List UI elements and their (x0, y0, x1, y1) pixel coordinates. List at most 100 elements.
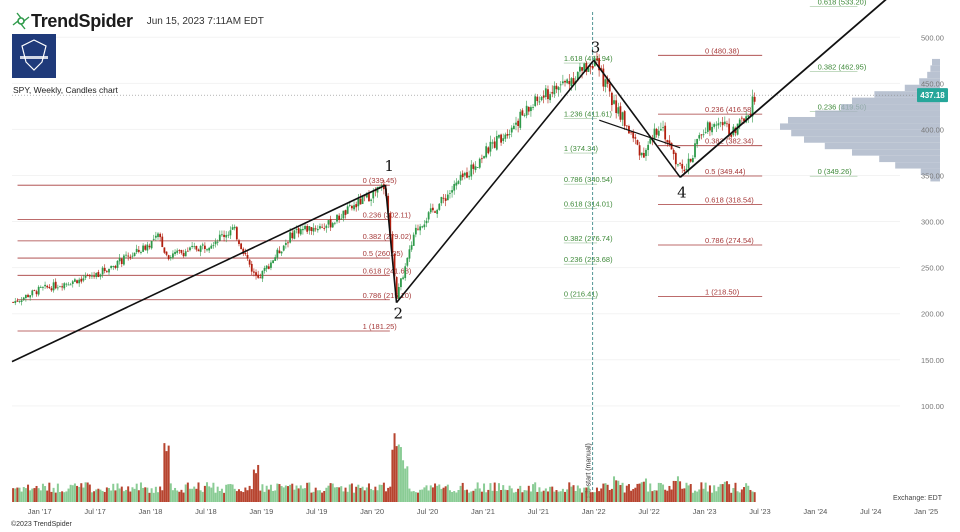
candle-body (674, 153, 677, 165)
candle-body (20, 300, 23, 302)
volume-bar (642, 481, 645, 502)
volume-bar (630, 490, 633, 502)
volume-bar (736, 491, 739, 502)
wave-4-5-line (679, 0, 887, 178)
candle-body (649, 138, 652, 144)
volume-profile-bar (904, 84, 940, 92)
volume-bar (691, 492, 694, 502)
candle-body (27, 294, 29, 298)
candle-body (29, 295, 32, 298)
volume-bar (674, 480, 677, 502)
volume-bar (647, 491, 650, 502)
volume-bar (644, 478, 647, 502)
candle-body (221, 234, 223, 236)
volume-bar (182, 492, 185, 502)
volume-bar (248, 485, 251, 502)
volume-bar (706, 491, 709, 502)
candle-body (227, 234, 230, 236)
volume-bar (593, 492, 596, 502)
candle-body (589, 66, 592, 68)
volume-bar (613, 476, 616, 502)
volume-bar (129, 491, 132, 502)
candle-body (56, 287, 59, 289)
volume-bar (174, 487, 177, 502)
volume-bar (419, 489, 422, 502)
volume-bar (685, 482, 688, 502)
candle-body (696, 138, 699, 145)
volume-bar (105, 487, 108, 502)
candle-body (719, 122, 722, 124)
candle-body (700, 134, 703, 136)
time-axis-label: Jan '21 (471, 507, 495, 516)
candle-body (370, 199, 373, 201)
wave-label: 2 (394, 305, 404, 323)
volume-bar (476, 482, 479, 502)
candle-body (400, 278, 402, 288)
volume-bar (223, 492, 226, 502)
fib-level-label: 0.236 (302.11) (363, 211, 412, 220)
candle-body (532, 107, 534, 108)
candle-body (174, 251, 176, 255)
volume-bar (474, 488, 477, 502)
volume-bar (557, 491, 560, 502)
volume-bar (186, 482, 189, 502)
time-axis-label: Jan '22 (582, 507, 606, 516)
volume-bar (178, 491, 181, 502)
candle-body (48, 286, 51, 288)
candle-body (397, 286, 400, 299)
volume-bar (50, 491, 53, 502)
candle-body (536, 96, 539, 102)
volume-bar (662, 484, 665, 502)
volume-bar (529, 491, 532, 502)
volume-profile-bar (815, 110, 940, 117)
volume-bar (244, 487, 247, 502)
candle-body (78, 279, 81, 284)
candle-body (67, 284, 70, 286)
candle-body (687, 158, 690, 169)
candle-body (747, 115, 750, 117)
volume-bar (395, 446, 398, 502)
candle-body (357, 198, 360, 207)
volume-bar (346, 491, 349, 502)
candle-body (404, 266, 407, 279)
volume-bar (90, 492, 93, 502)
time-axis-label: Jan '19 (249, 507, 273, 516)
candle-body (308, 226, 311, 231)
candle-body (33, 290, 36, 291)
candle-body (321, 226, 323, 228)
volume-bar (745, 483, 748, 502)
candle-body (201, 244, 204, 246)
candle-body (255, 272, 257, 276)
volume-bar (657, 482, 660, 502)
volume-bar (308, 482, 311, 502)
candle-body (615, 100, 618, 114)
candle-body (559, 84, 562, 86)
fibonacci-levels: 0 (339.45) 0.236 (302.11) 0.382 (279.02) 0.… (17, 0, 867, 498)
time-axis: Jan '17 Jul '17 Jan '18 Jul '18 Jan '19 Jul '… (28, 507, 938, 516)
volume-bar (161, 490, 164, 502)
candle-body (31, 290, 34, 296)
volume-bar (329, 483, 332, 502)
fib-level-label: 0.382 (279.02) (363, 232, 412, 241)
candle-body (466, 172, 468, 178)
volume-bar (167, 445, 170, 502)
fib-level-label: 0.382 (382.34) (705, 137, 754, 146)
volume-bar (250, 489, 253, 502)
candle-body (623, 111, 626, 126)
candle-body (691, 158, 694, 163)
volume-bar (225, 484, 228, 502)
candle-body (65, 283, 68, 285)
candle-body (353, 205, 355, 210)
volume-bar (27, 484, 30, 502)
price-axis-label: 500.00 (921, 33, 944, 42)
candle-body (231, 227, 234, 230)
candle-body (657, 130, 660, 136)
volume-bar (459, 485, 462, 502)
candle-body (453, 184, 456, 191)
candle-body (114, 265, 117, 268)
candle-body (355, 204, 358, 208)
volume-bar (606, 484, 609, 502)
candle-body (184, 251, 187, 257)
candle-body (553, 85, 556, 95)
